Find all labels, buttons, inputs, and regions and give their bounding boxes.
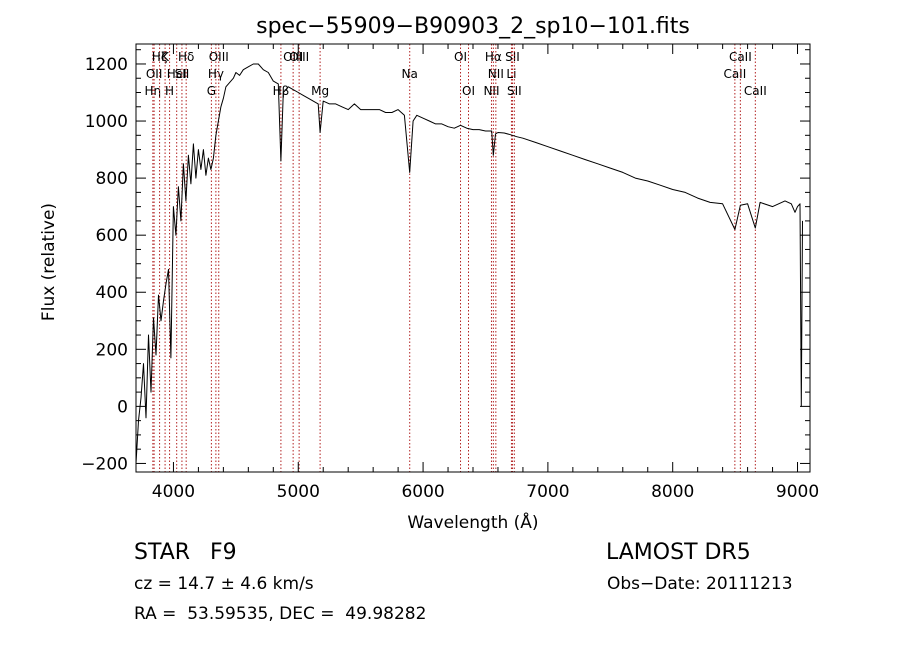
y-tick-label: 200 xyxy=(96,340,128,360)
line-marker-label: SII xyxy=(505,50,520,64)
spectrum-series xyxy=(135,63,803,464)
survey-name: LAMOST DR5 xyxy=(606,540,751,565)
line-marker-label: HeI xyxy=(167,67,187,81)
y-tick-label: 800 xyxy=(96,169,128,189)
line-marker-label: Hη xyxy=(145,84,162,98)
line-marker-label: NII xyxy=(483,84,499,98)
line-marker-label: SII xyxy=(175,67,190,81)
line-marker-label: SII xyxy=(507,84,522,98)
line-marker-label: Mg xyxy=(311,84,329,98)
x-axis: 4000 5000 6000 7000 8000 9000 xyxy=(152,44,819,502)
line-marker-label: CaII xyxy=(729,50,752,64)
spectrum-line xyxy=(135,63,803,464)
line-marker-label: G xyxy=(207,84,216,98)
line-marker-label: CaII xyxy=(723,67,746,81)
x-tick-label: 6000 xyxy=(401,482,444,502)
y-tick-label: 600 xyxy=(96,226,128,246)
line-marker-label: K xyxy=(161,50,170,64)
line-marker-label: Hζ xyxy=(152,50,168,64)
line-marker-label: OI xyxy=(462,84,475,98)
redshift-value: cz = 14.7 ± 4.6 km/s xyxy=(134,574,314,594)
y-tick-label: 1200 xyxy=(85,55,128,75)
line-marker-label: Na xyxy=(402,67,418,81)
line-marker-label: Li xyxy=(506,67,516,81)
line-markers: HηOIIHζKHHeISIIHδGHγOIIIHβOIIIOIIIMgNaOI… xyxy=(145,44,767,472)
line-marker-label: OIII xyxy=(289,50,309,64)
y-tick-label: −200 xyxy=(81,454,128,474)
y-tick-label: 0 xyxy=(117,397,128,417)
line-marker-label: OI xyxy=(454,50,467,64)
plot-frame xyxy=(135,43,811,473)
y-axis-label: Flux (relative) xyxy=(39,203,59,321)
observation-date: Obs−Date: 20111213 xyxy=(607,574,793,594)
x-tick-label: 8000 xyxy=(651,482,694,502)
y-tick-label: 1000 xyxy=(85,112,128,132)
x-tick-label: 9000 xyxy=(776,482,819,502)
line-marker-label: OII xyxy=(146,67,163,81)
coordinates: RA = 53.59535, DEC = 49.98282 xyxy=(134,604,427,624)
line-marker-label: CaII xyxy=(744,84,767,98)
y-axis: −200 0 200 400 600 800 1000 1200 xyxy=(81,49,810,474)
line-marker-label: H xyxy=(165,84,174,98)
y-tick-label: 400 xyxy=(96,283,128,303)
x-tick-label: 4000 xyxy=(152,482,195,502)
line-marker-label: NII xyxy=(488,67,504,81)
line-marker-label: Hδ xyxy=(178,50,194,64)
x-axis-label: Wavelength (Å) xyxy=(407,511,538,533)
line-marker-label: OIII xyxy=(209,50,229,64)
x-tick-label: 5000 xyxy=(277,482,320,502)
line-marker-label: Hα xyxy=(485,50,502,64)
object-type: STAR xyxy=(134,540,191,565)
spectral-type: F9 xyxy=(210,540,237,565)
chart-title: spec−55909−B90903_2_sp10−101.fits xyxy=(256,14,690,39)
line-marker-label: Hγ xyxy=(208,67,224,81)
x-tick-label: 7000 xyxy=(526,482,569,502)
line-marker-label: Hβ xyxy=(273,84,290,98)
